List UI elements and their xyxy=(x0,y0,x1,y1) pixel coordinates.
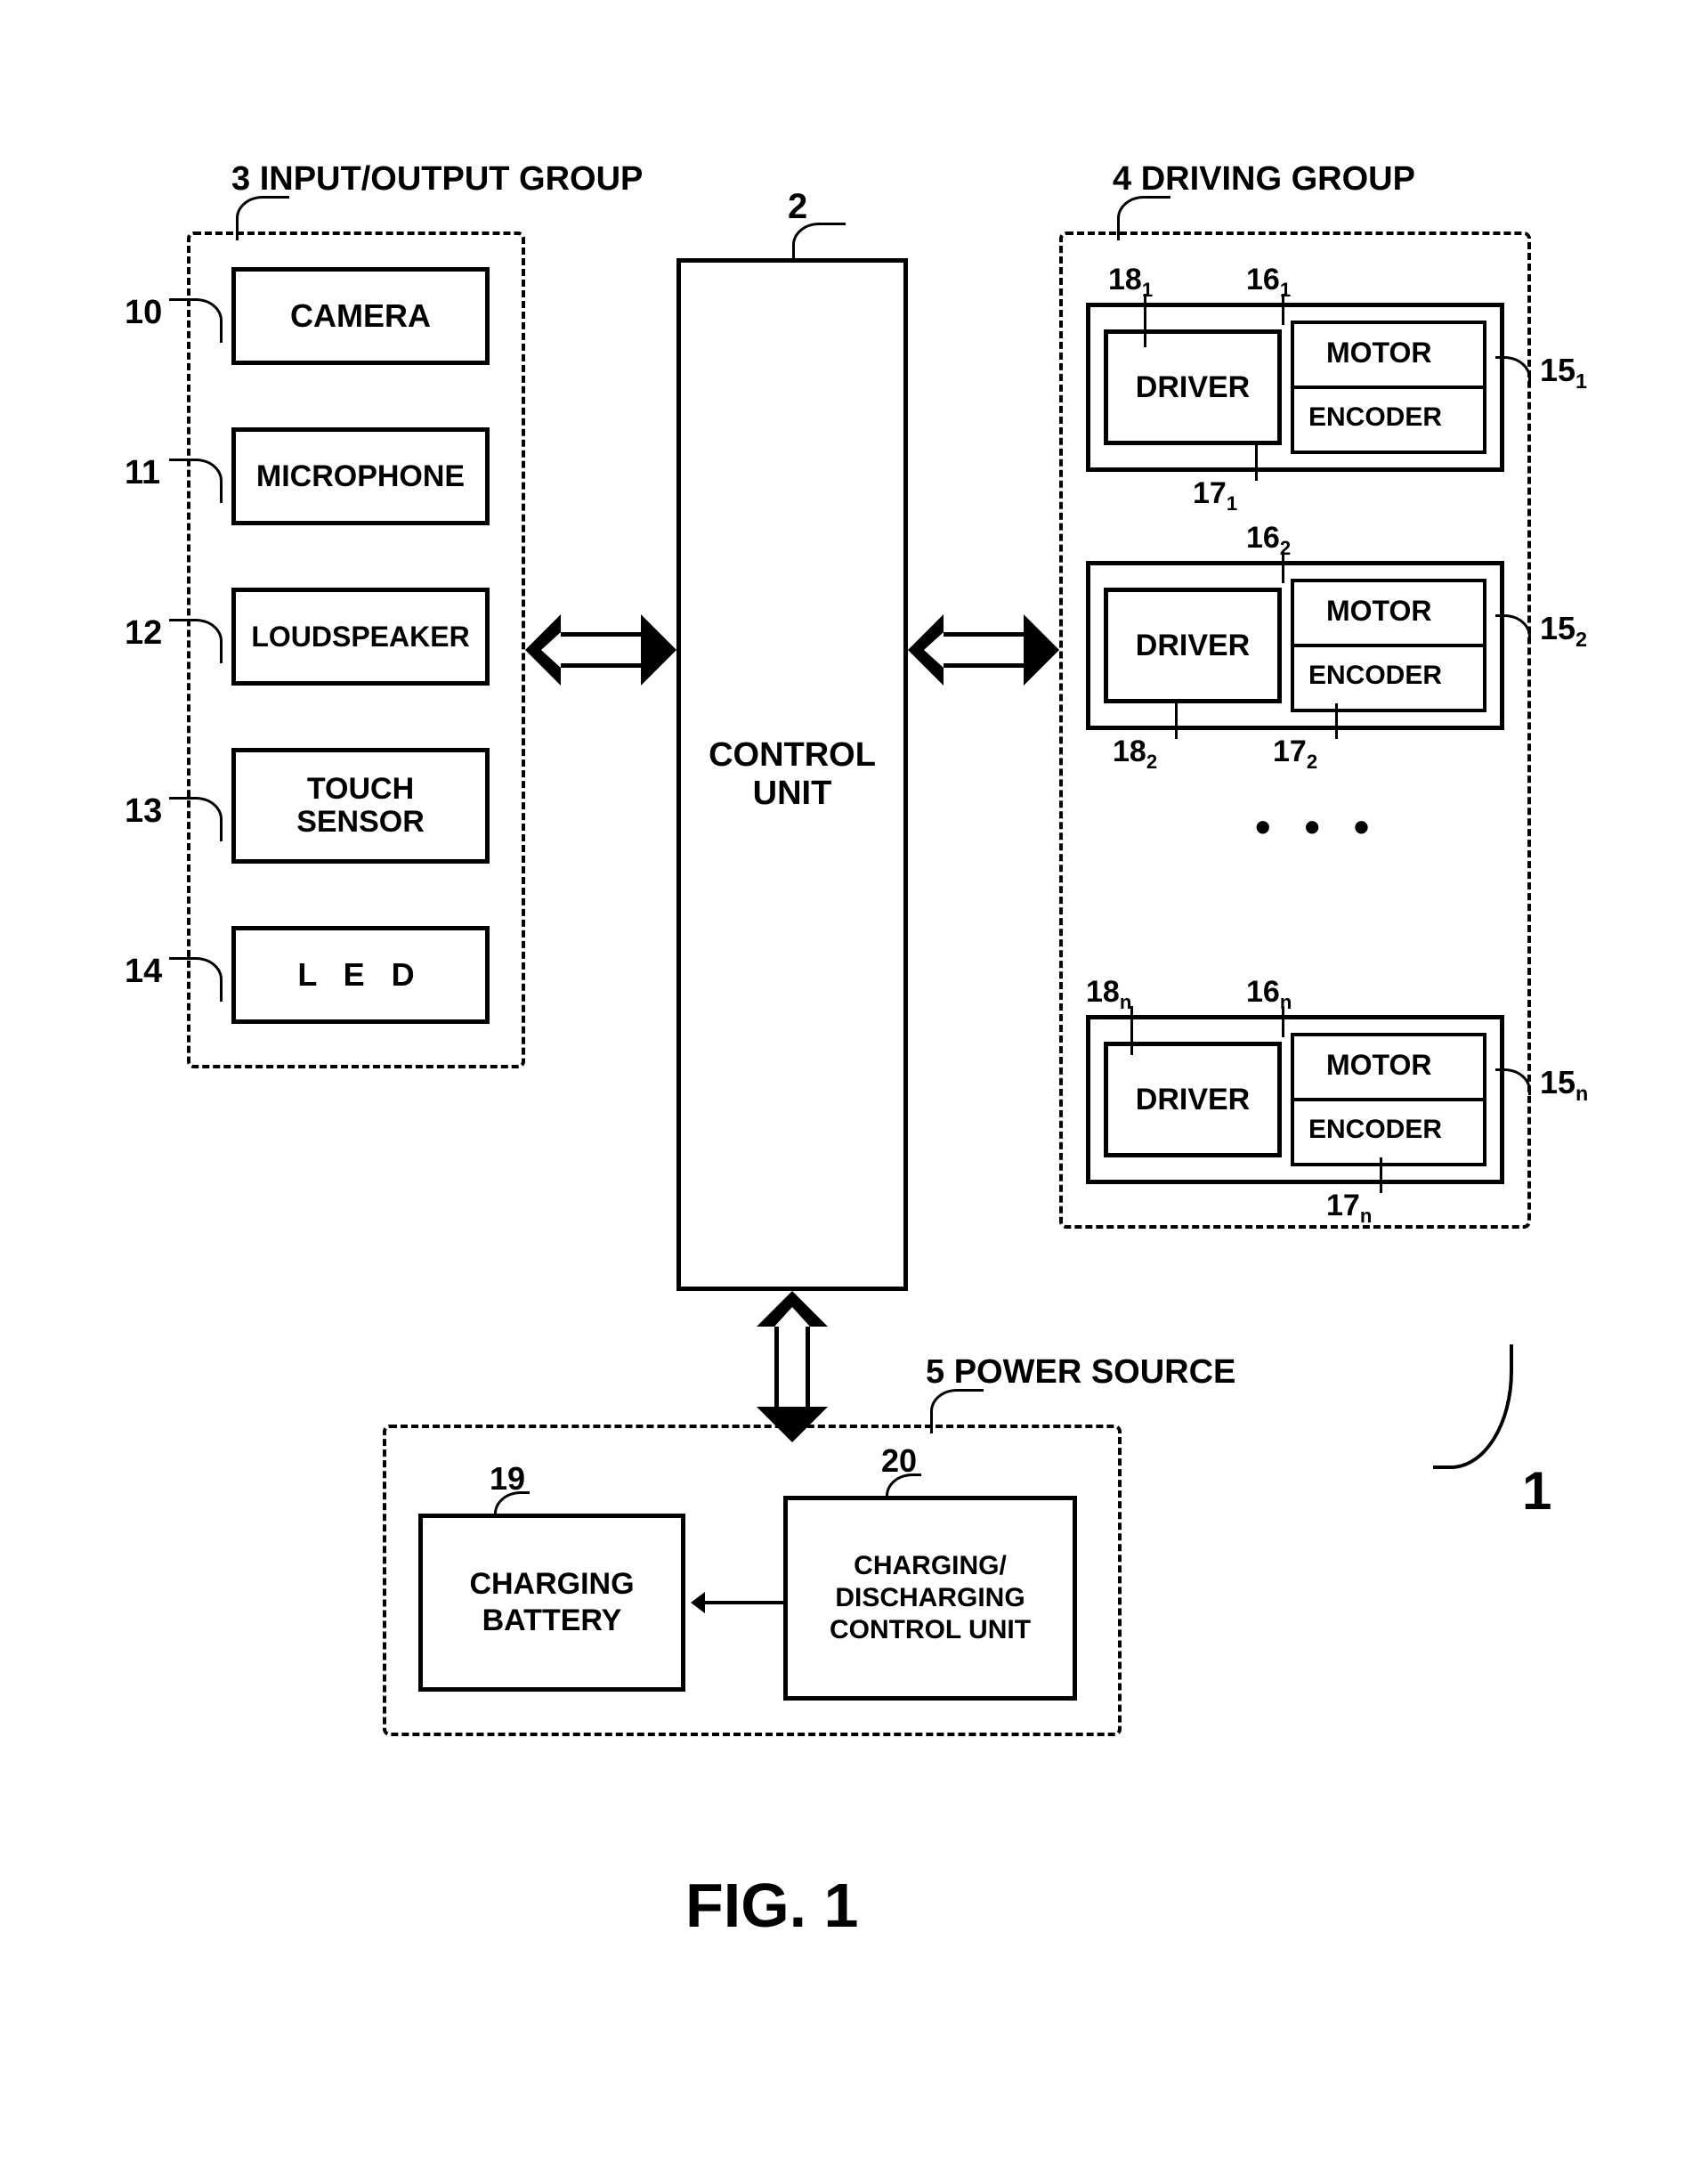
leader-17-1 xyxy=(1255,445,1258,481)
leader-18-1 xyxy=(1144,294,1146,347)
driver-1-label: DRIVER xyxy=(1136,370,1250,405)
ellipsis-dots: • • • xyxy=(1255,801,1380,853)
arrow-charge-battery xyxy=(703,1601,783,1604)
leader-16-1 xyxy=(1282,294,1284,325)
driving-group-title: 4 DRIVING GROUP xyxy=(1113,160,1415,199)
driver-2-label: DRIVER xyxy=(1136,629,1250,663)
leader-16-2 xyxy=(1282,552,1284,583)
leader-led xyxy=(169,957,223,1002)
power-ref: 5 xyxy=(926,1353,944,1391)
control-unit-box: CONTROL UNIT xyxy=(676,258,908,1291)
leader-17-n xyxy=(1380,1157,1382,1193)
loudspeaker-label: LOUDSPEAKER xyxy=(251,621,469,654)
ref-17-1: 171 xyxy=(1193,476,1237,516)
driving-group-ref: 4 xyxy=(1113,160,1131,198)
motor-n-label: MOTOR xyxy=(1326,1049,1432,1082)
charge-control-label: CHARGING/DISCHARGINGCONTROL UNIT xyxy=(830,1550,1031,1646)
led-ref: 14 xyxy=(125,953,162,991)
camera-label: CAMERA xyxy=(290,297,431,335)
battery-box: CHARGINGBATTERY xyxy=(418,1514,685,1692)
control-ref: 2 xyxy=(788,187,807,227)
encoder-1-label: ENCODER xyxy=(1308,402,1442,433)
leader-camera xyxy=(169,298,223,343)
encoder-2-label: ENCODER xyxy=(1308,661,1442,691)
camera-box: CAMERA xyxy=(231,267,490,365)
control-unit-label: CONTROL UNIT xyxy=(681,736,903,813)
arrow-control-power xyxy=(757,1291,828,1442)
me-1-div xyxy=(1294,386,1483,389)
arrow-control-driving xyxy=(908,614,1059,686)
system-ref-text: 1 xyxy=(1522,1460,1551,1522)
driving-group-title-text: DRIVING GROUP xyxy=(1141,160,1415,198)
leader-18-n xyxy=(1130,1006,1133,1055)
camera-ref: 10 xyxy=(125,294,162,332)
microphone-ref: 11 xyxy=(125,454,160,492)
microphone-label: MICROPHONE xyxy=(256,459,465,494)
io-group-title-text: INPUT/OUTPUT GROUP xyxy=(260,160,644,198)
loudspeaker-ref: 12 xyxy=(125,614,162,653)
leader-touchsensor xyxy=(169,797,223,841)
driver-n: DRIVER xyxy=(1104,1042,1282,1157)
driver-1: DRIVER xyxy=(1104,329,1282,445)
ref-17-n: 17n xyxy=(1326,1189,1372,1228)
io-group-title: 3 INPUT/OUTPUT GROUP xyxy=(231,160,643,199)
io-group-ref: 3 xyxy=(231,160,250,198)
arrow-io-control xyxy=(525,614,676,686)
ref-18-n: 18n xyxy=(1086,975,1131,1014)
ref-18-2: 182 xyxy=(1113,735,1157,774)
led-box: L E D xyxy=(231,926,490,1024)
loudspeaker-box: LOUDSPEAKER xyxy=(231,588,490,686)
me-2-div xyxy=(1294,644,1483,647)
ref-16-n: 16n xyxy=(1246,975,1292,1014)
touchsensor-label: TOUCHSENSOR xyxy=(296,773,425,840)
charge-control-box: CHARGING/DISCHARGINGCONTROL UNIT xyxy=(783,1496,1077,1701)
ref-15-1: 151 xyxy=(1540,352,1587,394)
power-title-text: POWER SOURCE xyxy=(954,1353,1236,1391)
touchsensor-ref: 13 xyxy=(125,792,162,831)
figure-label: FIG. 1 xyxy=(685,1870,858,1941)
leader-18-2 xyxy=(1175,703,1178,739)
me-n-div xyxy=(1294,1098,1483,1101)
ref-15-2: 152 xyxy=(1540,610,1587,652)
microphone-box: MICROPHONE xyxy=(231,427,490,525)
ref-17-2: 172 xyxy=(1273,735,1317,774)
leader-microphone xyxy=(169,459,223,503)
battery-label: CHARGINGBATTERY xyxy=(469,1566,634,1639)
leader-17-2 xyxy=(1335,703,1338,739)
driver-2: DRIVER xyxy=(1104,588,1282,703)
power-title: 5 POWER SOURCE xyxy=(926,1353,1235,1392)
ref-15-n: 15n xyxy=(1540,1064,1588,1106)
touchsensor-box: TOUCHSENSOR xyxy=(231,748,490,864)
leader-loudspeaker xyxy=(169,619,223,663)
motor-2-label: MOTOR xyxy=(1326,595,1432,628)
led-label: L E D xyxy=(297,956,423,994)
encoder-n-label: ENCODER xyxy=(1308,1115,1442,1145)
motor-1-label: MOTOR xyxy=(1326,337,1432,369)
diagram-container: 3 INPUT/OUTPUT GROUP CAMERA 10 MICROPHON… xyxy=(134,178,1558,1959)
leader-16-n xyxy=(1282,1006,1284,1037)
driver-n-label: DRIVER xyxy=(1136,1083,1250,1117)
